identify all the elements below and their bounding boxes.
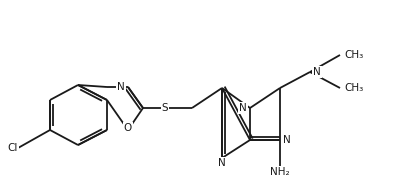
Text: N: N bbox=[218, 158, 225, 168]
Text: S: S bbox=[161, 103, 168, 113]
Text: N: N bbox=[312, 67, 320, 77]
Text: N: N bbox=[239, 103, 246, 113]
Text: N: N bbox=[282, 135, 290, 145]
Text: CH₃: CH₃ bbox=[343, 50, 363, 60]
Text: CH₃: CH₃ bbox=[343, 83, 363, 93]
Text: NH₂: NH₂ bbox=[269, 167, 289, 177]
Text: N: N bbox=[117, 82, 125, 92]
Text: Cl: Cl bbox=[8, 143, 18, 153]
Text: O: O bbox=[124, 123, 132, 133]
